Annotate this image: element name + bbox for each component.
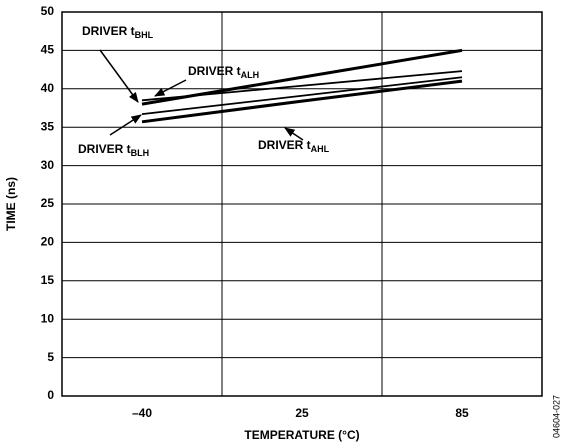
x-tick-label: –40 [132,406,152,420]
y-tick-label: 25 [41,196,55,210]
series-line [141,76,463,116]
series-label: DRIVER tBLH [78,142,149,158]
x-tick-label: 85 [455,406,469,420]
y-tick-label: 20 [41,235,55,249]
y-tick-label: 10 [41,311,55,325]
y-tick-label: 30 [41,158,55,172]
y-tick-label: 40 [41,81,55,95]
y-tick-label: 0 [47,388,54,402]
series-label: DRIVER tBHL [82,24,154,40]
y-tick-label: 35 [41,119,55,133]
y-tick-label: 50 [41,4,55,18]
series-line [141,70,463,102]
arrows [99,49,304,141]
y-tick-label: 15 [41,273,55,287]
y-axis-label: TIME (ns) [4,177,18,231]
figure-id: 04604-027 [551,395,561,438]
x-tick-label: 25 [295,406,309,420]
series-line [141,79,463,124]
y-tick-label: 45 [41,43,55,57]
series-label: DRIVER tAHL [258,138,330,154]
plot-frame [61,11,543,397]
y-tick-label: 5 [47,350,54,364]
x-axis-label: TEMPERATURE (°C) [244,428,359,442]
series-label: DRIVER tALH [188,64,259,80]
